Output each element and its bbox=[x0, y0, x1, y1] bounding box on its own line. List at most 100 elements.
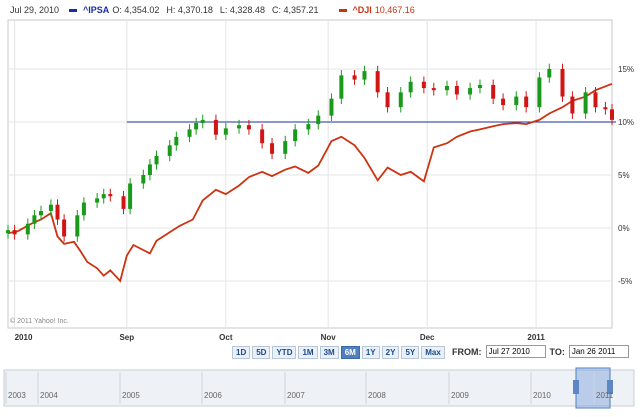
candle-body-ipsa bbox=[48, 204, 53, 212]
candle-body-ipsa bbox=[237, 125, 242, 129]
range-button-1m[interactable]: 1M bbox=[298, 346, 318, 359]
candle-body-ipsa bbox=[352, 75, 357, 80]
candle-body-ipsa bbox=[174, 136, 179, 146]
candle-body-ipsa bbox=[260, 129, 265, 144]
legend-dji: ^DJI 10,467.16 bbox=[338, 5, 419, 15]
legend-date: Jul 29, 2010 bbox=[10, 5, 60, 15]
chart-legend: Jul 29, 2010 ^IPSA O: 4,354.02 H: 4,370.… bbox=[0, 0, 640, 20]
candle-body-ipsa bbox=[398, 92, 403, 108]
candle-body-ipsa bbox=[431, 88, 436, 91]
x-tick-label: Nov bbox=[321, 333, 337, 342]
candle-body-ipsa bbox=[62, 219, 67, 237]
candle-body-ipsa bbox=[141, 175, 146, 184]
legend-swatch-ipsa bbox=[69, 8, 78, 12]
candle-body-ipsa bbox=[75, 215, 80, 237]
candle-body-ipsa bbox=[293, 129, 298, 142]
candle-body-ipsa bbox=[39, 211, 44, 216]
range-button-2y[interactable]: 2Y bbox=[381, 346, 400, 359]
candle-body-ipsa bbox=[375, 71, 380, 93]
candle-body-ipsa bbox=[6, 230, 10, 234]
legend-ipsa-close: C: 4,357.21 bbox=[271, 5, 319, 15]
navigator-handle-left bbox=[573, 380, 579, 394]
x-tick-label: Oct bbox=[219, 333, 233, 342]
candle-body-ipsa bbox=[329, 98, 334, 116]
candle-body-ipsa bbox=[477, 84, 482, 89]
range-button-6m[interactable]: 6M bbox=[340, 346, 360, 359]
range-button-1d[interactable]: 1D bbox=[232, 346, 251, 359]
candle-body-ipsa bbox=[570, 96, 575, 114]
candle-body-ipsa bbox=[524, 96, 529, 108]
candle-body-ipsa bbox=[55, 204, 60, 220]
candle-body-ipsa bbox=[223, 128, 228, 135]
candle-body-ipsa bbox=[101, 194, 106, 199]
candle-body-ipsa bbox=[444, 85, 449, 91]
plot-area bbox=[7, 19, 613, 329]
legend-swatch-dji bbox=[338, 8, 347, 12]
legend-name-ipsa: ^IPSA bbox=[83, 5, 110, 15]
candle-body-ipsa bbox=[316, 115, 321, 125]
candle-body-ipsa bbox=[514, 96, 519, 106]
navigator-year-label: 2003 bbox=[8, 391, 26, 400]
navigator-window bbox=[575, 367, 611, 409]
x-tick-label: 2010 bbox=[15, 333, 33, 342]
y-tick-label: -5% bbox=[618, 277, 632, 286]
legend-ipsa-high: H: 4,370.18 bbox=[166, 5, 213, 15]
date-range-inputs: FROM: TO: bbox=[452, 345, 629, 358]
candle-body-ipsa bbox=[362, 71, 367, 80]
candle-body-ipsa bbox=[187, 129, 192, 137]
candle-body-ipsa bbox=[121, 196, 126, 209]
candle-body-ipsa bbox=[468, 88, 473, 95]
candle-body-ipsa bbox=[200, 119, 205, 124]
candle-body-ipsa bbox=[32, 215, 37, 224]
candle-body-ipsa bbox=[408, 81, 413, 93]
candle-body-ipsa bbox=[246, 125, 251, 130]
candle-body-ipsa bbox=[25, 223, 30, 235]
candle-body-ipsa bbox=[147, 164, 152, 175]
range-button-3m[interactable]: 3M bbox=[319, 346, 339, 359]
to-date-input[interactable] bbox=[568, 345, 629, 358]
y-tick-label: 0% bbox=[618, 224, 630, 233]
legend-dji-value: 10,467.16 bbox=[374, 5, 415, 15]
candle-body-ipsa bbox=[128, 183, 133, 209]
y-tick-label: 5% bbox=[618, 171, 630, 180]
range-button-ytd[interactable]: YTD bbox=[272, 346, 297, 359]
candle-body-ipsa bbox=[603, 107, 608, 110]
x-tick-label: Sep bbox=[119, 333, 134, 342]
candle-body-ipsa bbox=[306, 124, 311, 130]
candle-body-ipsa bbox=[167, 145, 172, 156]
y-tick-label: 10% bbox=[618, 118, 634, 127]
candle-body-ipsa bbox=[283, 141, 288, 154]
navigator-handle-right bbox=[607, 380, 613, 394]
y-tick-label: 15% bbox=[618, 65, 634, 74]
navigator-year-label: 2010 bbox=[533, 391, 551, 400]
candle-body-ipsa bbox=[547, 69, 552, 78]
copyright: © 2011 Yahoo! Inc. bbox=[10, 318, 69, 325]
range-button-5d[interactable]: 5D bbox=[252, 346, 271, 359]
candle-body-ipsa bbox=[583, 92, 588, 114]
range-button-max[interactable]: Max bbox=[421, 346, 445, 359]
candle-body-ipsa bbox=[12, 230, 17, 235]
candle-body-ipsa bbox=[593, 92, 598, 108]
legend-ipsa-open: O: 4,354.02 bbox=[112, 5, 160, 15]
candle-body-ipsa bbox=[154, 155, 159, 165]
series-line-dji bbox=[7, 82, 613, 283]
candle-body-ipsa bbox=[194, 123, 199, 130]
candle-body-ipsa bbox=[81, 202, 86, 216]
candle-body-ipsa bbox=[213, 119, 218, 135]
candle-body-ipsa bbox=[421, 81, 426, 89]
navigator-year-label: 2011 bbox=[596, 391, 614, 400]
range-selector: 1D 5D YTD 1M 3M 6M 1Y 2Y 5Y Max bbox=[232, 346, 445, 359]
x-tick-label: 2011 bbox=[527, 333, 545, 342]
candle-body-ipsa bbox=[537, 77, 542, 108]
candle-body-ipsa bbox=[270, 143, 275, 154]
navigator-year-label: 2004 bbox=[40, 391, 58, 400]
legend-ipsa-low: L: 4,328.48 bbox=[219, 5, 265, 15]
range-button-1y[interactable]: 1Y bbox=[361, 346, 380, 359]
range-button-5y[interactable]: 5Y bbox=[401, 346, 420, 359]
to-label: TO: bbox=[549, 346, 565, 357]
candle-body-ipsa bbox=[610, 109, 614, 120]
candle-body-ipsa bbox=[95, 198, 100, 203]
candle-body-ipsa bbox=[385, 92, 390, 108]
candle-body-ipsa bbox=[560, 69, 565, 97]
from-date-input[interactable] bbox=[485, 345, 546, 358]
